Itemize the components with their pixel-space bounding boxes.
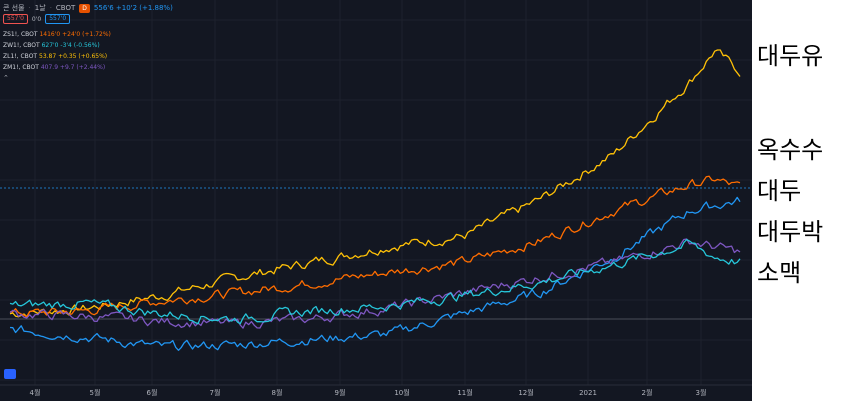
x-tick-label: 7월 [210,388,221,397]
legend-symbol: ZL1!, CBOT [3,53,39,60]
legend-row[interactable]: ZM1!, CBOT 407.9 +9.7 (+2.44%) [3,62,111,73]
x-tick-label: 2월 [642,388,653,397]
legend: ZS1!, CBOT 1416'0 +24'0 (+1.72%) ZW1!, CB… [3,29,111,84]
legend-row[interactable]: ZW1!, CBOT 627'0 -3'4 (-0.56%) [3,40,111,51]
legend-values: 1416'0 +24'0 (+1.72%) [39,31,111,38]
x-tick-label: 10월 [394,388,409,397]
series-line-1[interactable] [10,175,741,318]
x-tick-label: 9월 [335,388,346,397]
chart-panel[interactable]: 4월 5월 6월 7월 8월 9월 10월 11월 12월 2021 2월 3월 콘 선물 · 1날 … [0,0,752,401]
exchange-label: CBOT [55,4,76,12]
x-tick-label: 2021 [579,389,597,397]
label-soybean: 대두 [757,177,802,205]
x-tick-label: 8월 [272,388,283,397]
sell-button[interactable]: 557'0 [3,14,28,24]
status-badge: D [79,3,90,13]
label-wheat: 소맥 [757,259,802,287]
interval-label[interactable]: 1날 [34,4,46,12]
legend-symbol: ZW1!, CBOT [3,42,42,49]
series-line-0[interactable] [9,49,741,318]
x-tick-label: 6월 [147,388,158,397]
legend-values: 53.87 +0.35 (+0.65%) [39,53,108,60]
legend-values: 407.9 +9.7 (+2.44%) [40,64,106,71]
annotation-labels: 대두유 옥수수 대두 대두박 소맥 [752,0,850,401]
x-tick-label: 12월 [518,388,533,397]
tradingview-logo-icon[interactable] [4,369,16,379]
series-line-2[interactable] [9,196,741,351]
legend-row[interactable]: ZL1!, CBOT 53.87 +0.35 (+0.65%) [3,51,111,62]
symbol-title[interactable]: 콘 선물 [3,4,25,12]
series-line-4[interactable] [9,238,741,325]
chart-header: 콘 선물 · 1날 · CBOT D 556'6 +10'2 (+1.88%) [3,3,173,13]
x-tick-label: 11월 [457,388,472,397]
chevron-up-icon[interactable]: ⌃ [3,74,9,82]
trade-buttons: 557'0 0'0 557'0 [3,14,71,24]
legend-row[interactable]: ZS1!, CBOT 1416'0 +24'0 (+1.72%) [3,29,111,40]
buy-button[interactable]: 557'0 [45,14,71,24]
x-tick-label: 4월 [30,388,41,397]
label-soyoil: 대두유 [757,42,824,70]
label-corn: 옥수수 [757,136,824,164]
price-change: 556'6 +10'2 (+1.88%) [93,4,173,12]
legend-symbol: ZM1!, CBOT [3,64,41,71]
chart-svg[interactable]: 4월 5월 6월 7월 8월 9월 10월 11월 12월 2021 2월 3월 [0,0,752,401]
legend-values: 627'0 -3'4 (-0.56%) [41,42,100,49]
legend-symbol: ZS1!, CBOT [3,31,40,38]
spread-value: 0'0 [31,15,42,23]
x-tick-label: 3월 [696,388,707,397]
x-tick-label: 5월 [90,388,101,397]
series-line-3[interactable] [9,238,741,329]
label-soymeal: 대두박 [757,218,824,246]
